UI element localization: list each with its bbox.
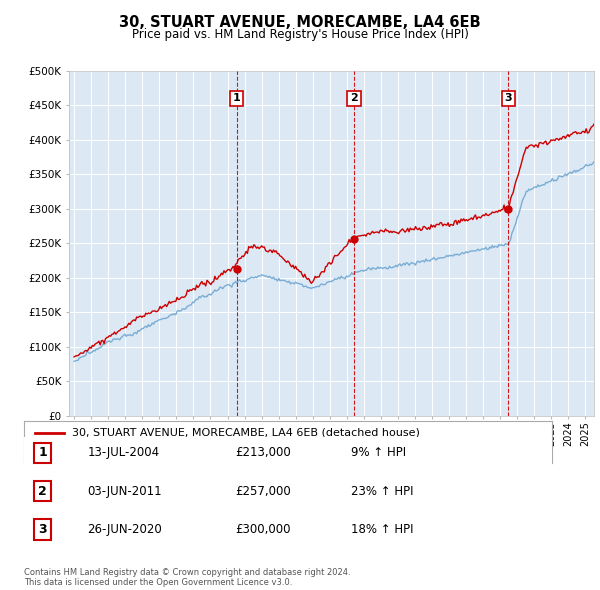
Text: Price paid vs. HM Land Registry's House Price Index (HPI): Price paid vs. HM Land Registry's House … xyxy=(131,28,469,41)
Text: HPI: Average price, detached house, Lancaster: HPI: Average price, detached house, Lanc… xyxy=(71,448,333,457)
Text: £213,000: £213,000 xyxy=(235,446,291,460)
Text: 18% ↑ HPI: 18% ↑ HPI xyxy=(352,523,414,536)
Text: 30, STUART AVENUE, MORECAMBE, LA4 6EB: 30, STUART AVENUE, MORECAMBE, LA4 6EB xyxy=(119,15,481,30)
Text: 9% ↑ HPI: 9% ↑ HPI xyxy=(352,446,406,460)
Text: 2: 2 xyxy=(38,484,47,498)
Text: 03-JUN-2011: 03-JUN-2011 xyxy=(88,484,162,498)
Text: Contains HM Land Registry data © Crown copyright and database right 2024.
This d: Contains HM Land Registry data © Crown c… xyxy=(24,568,350,587)
Text: 23% ↑ HPI: 23% ↑ HPI xyxy=(352,484,414,498)
Text: 2: 2 xyxy=(350,93,358,103)
Text: 13-JUL-2004: 13-JUL-2004 xyxy=(88,446,160,460)
Text: 1: 1 xyxy=(233,93,241,103)
Text: 3: 3 xyxy=(38,523,47,536)
Text: 26-JUN-2020: 26-JUN-2020 xyxy=(88,523,162,536)
Text: 3: 3 xyxy=(505,93,512,103)
Text: 1: 1 xyxy=(38,446,47,460)
Text: £300,000: £300,000 xyxy=(235,523,291,536)
Text: £257,000: £257,000 xyxy=(235,484,291,498)
Text: 30, STUART AVENUE, MORECAMBE, LA4 6EB (detached house): 30, STUART AVENUE, MORECAMBE, LA4 6EB (d… xyxy=(71,428,419,438)
